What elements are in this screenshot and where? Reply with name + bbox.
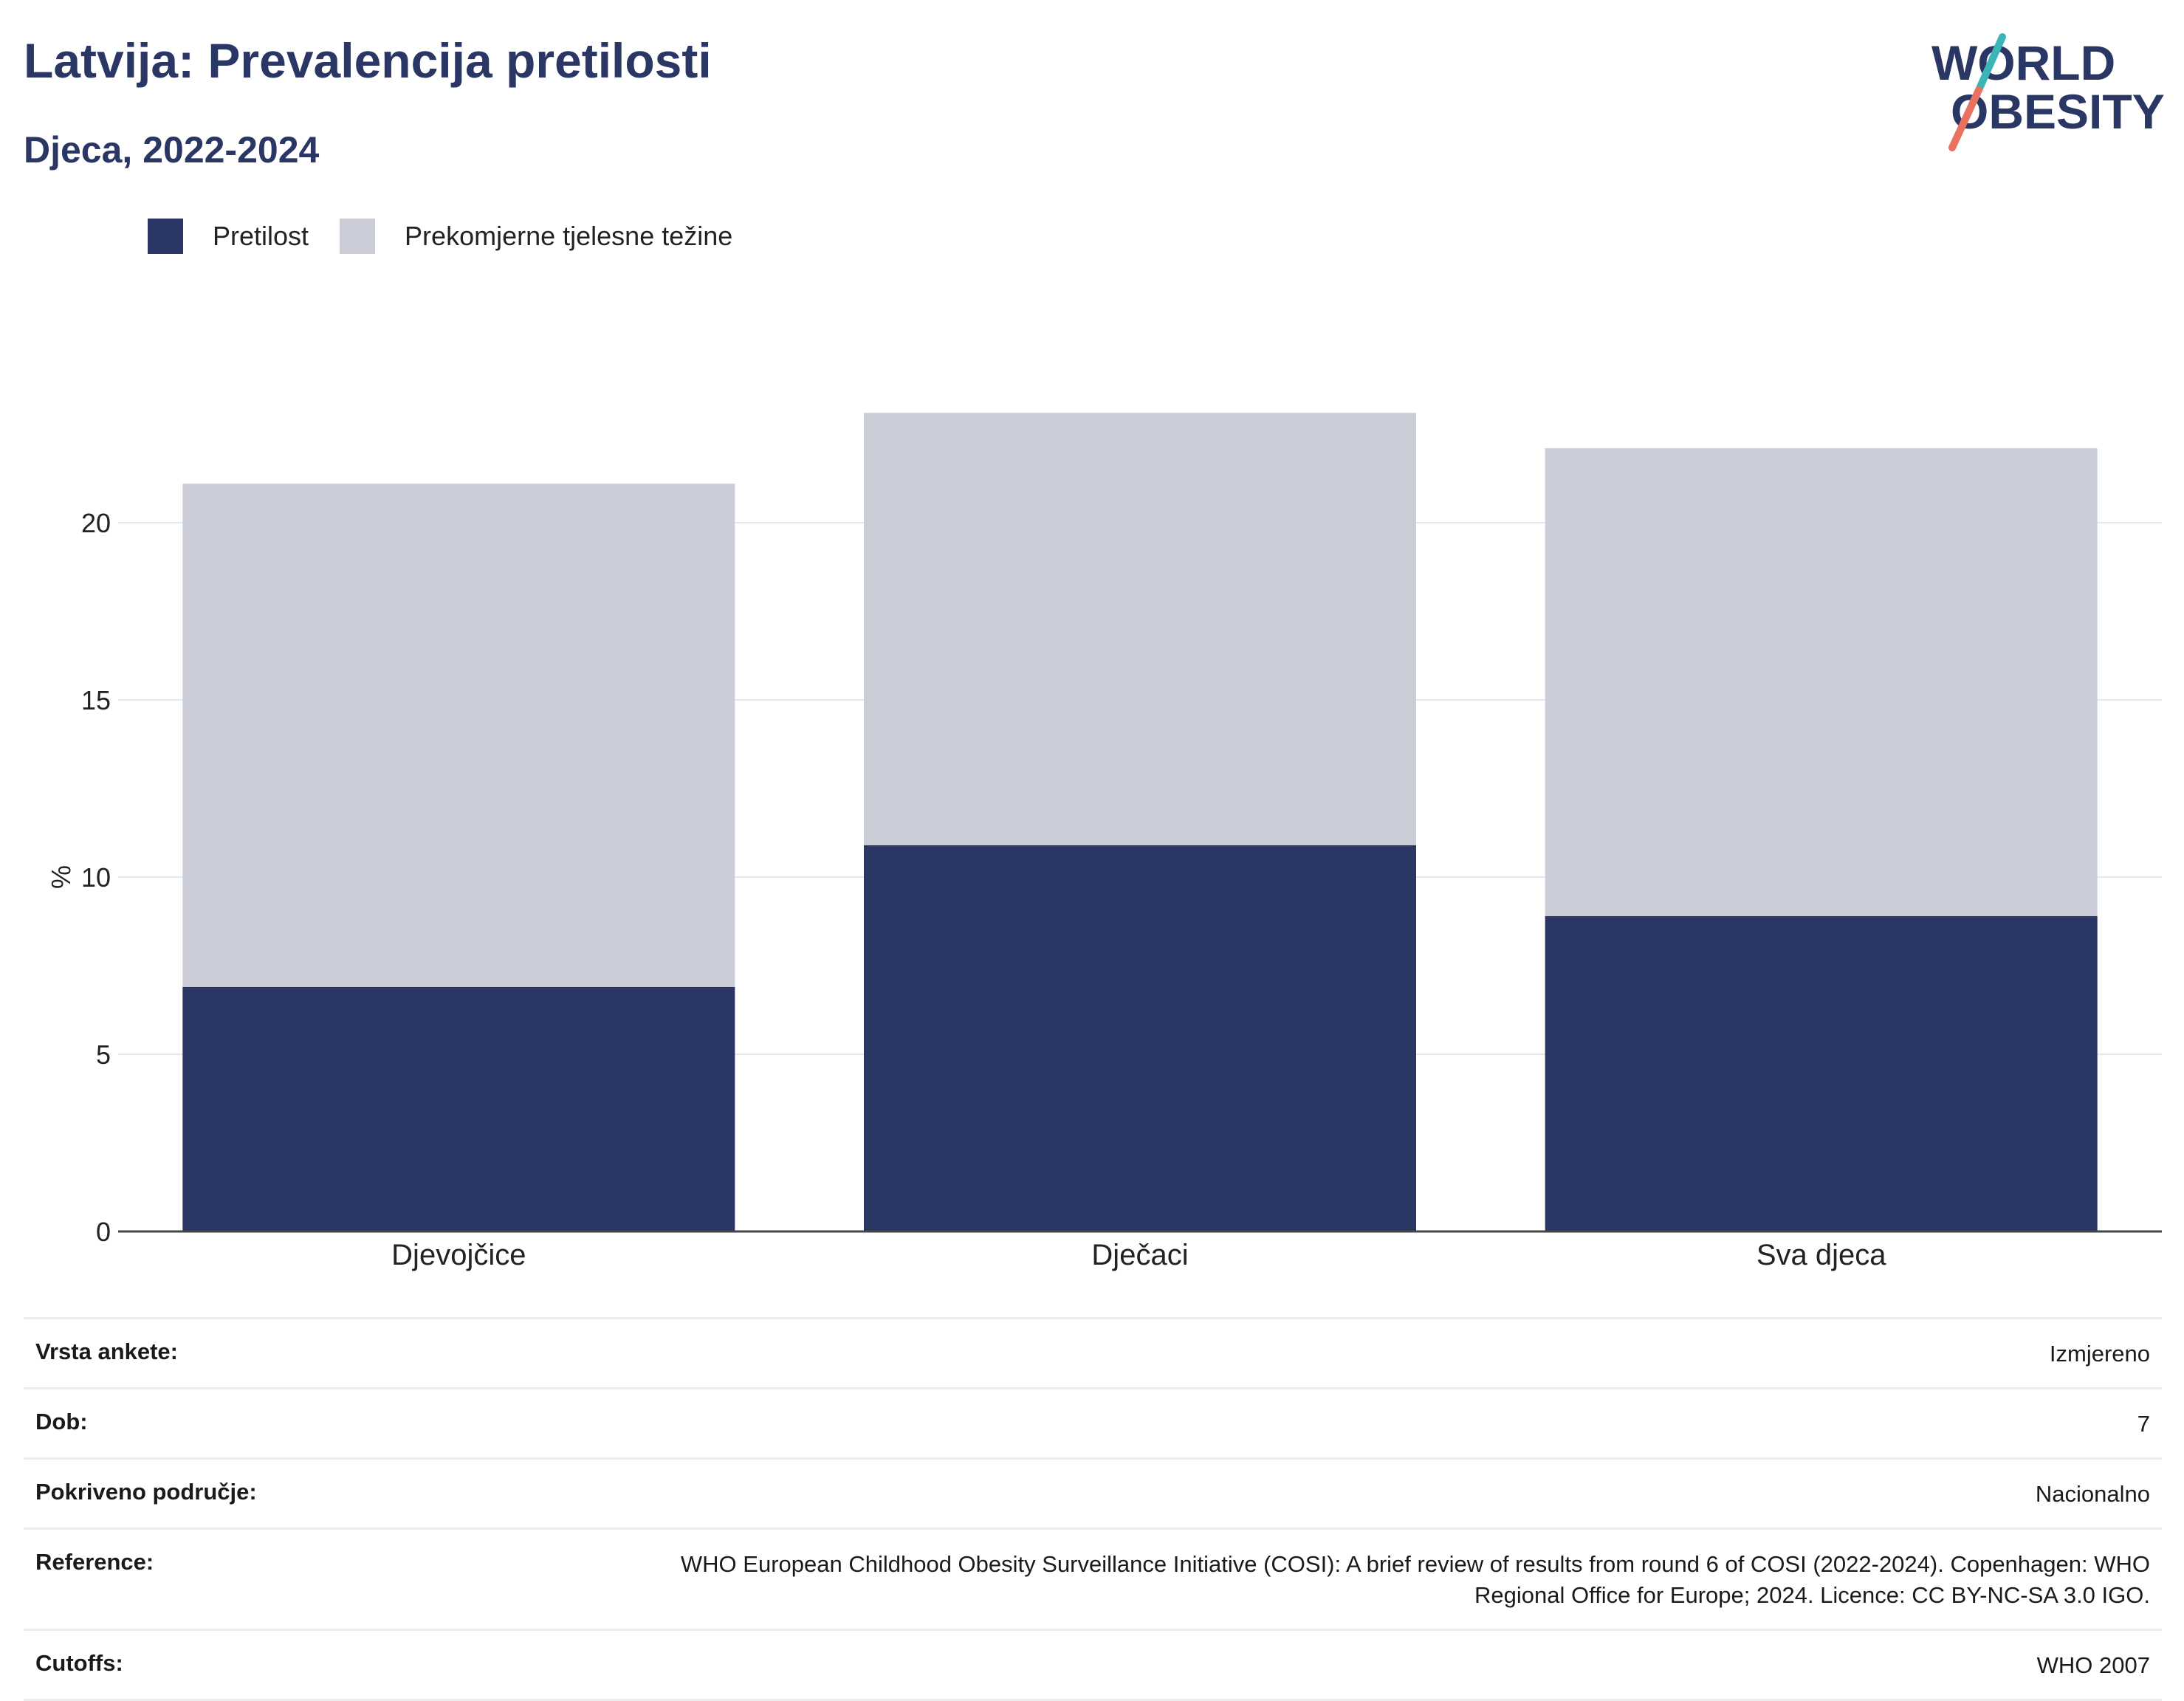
world-obesity-logo: WORLD OBESITY bbox=[1931, 33, 2165, 151]
meta-label: Vrsta ankete: bbox=[35, 1339, 178, 1364]
meta-value: Izmjereno bbox=[2049, 1341, 2150, 1367]
meta-value: WHO 2007 bbox=[2036, 1652, 2150, 1678]
page-subtitle: Djeca, 2022-2024 bbox=[24, 129, 320, 171]
legend-swatch-obesity bbox=[148, 219, 183, 254]
axes: 0 5 10 15 20 Djevojčice Dječaci Sva djeca% bbox=[46, 508, 2162, 1271]
y-tick-label: 0 bbox=[96, 1217, 111, 1247]
bar-overweight[interactable] bbox=[182, 484, 735, 987]
legend-item-overweight[interactable]: Prekomjerne tjelesne težine bbox=[340, 219, 732, 254]
bar-obesity[interactable] bbox=[864, 845, 1416, 1231]
meta-row-survey-type: Vrsta ankete: Izmjereno bbox=[24, 1317, 2162, 1387]
meta-label: Dob: bbox=[35, 1409, 88, 1434]
meta-label: Reference: bbox=[35, 1549, 154, 1575]
metadata-table: Vrsta ankete: Izmjereno Dob: 7 Pokriveno… bbox=[24, 1317, 2162, 1701]
x-tick-label: Djevojčice bbox=[391, 1239, 526, 1271]
logo-slash-coral bbox=[1948, 86, 1982, 151]
meta-value: WHO European Childhood Obesity Surveilla… bbox=[680, 1551, 2150, 1608]
bar-overweight[interactable] bbox=[1545, 448, 2098, 916]
x-tick-label: Dječaci bbox=[1091, 1239, 1188, 1271]
bars bbox=[182, 413, 2098, 1231]
meta-label: Cutoffs: bbox=[35, 1650, 123, 1676]
y-tick-label: 5 bbox=[96, 1040, 111, 1070]
meta-row-age: Dob: 7 bbox=[24, 1387, 2162, 1457]
bar-obesity[interactable] bbox=[1545, 915, 2098, 1231]
meta-row-cutoffs: Cutoffs: WHO 2007 bbox=[24, 1629, 2162, 1701]
legend-label-overweight: Prekomjerne tjelesne težine bbox=[405, 221, 733, 251]
y-tick-label: 15 bbox=[81, 685, 111, 715]
legend-swatch-overweight bbox=[340, 219, 376, 254]
logo-line2: OBESITY bbox=[1951, 84, 2165, 139]
logo-line1: WORLD bbox=[1931, 35, 2115, 90]
meta-value: 7 bbox=[2137, 1411, 2150, 1437]
stacked-bar-chart: 0 5 10 15 20 Djevojčice Dječaci Sva djeca% bbox=[46, 413, 2162, 1271]
legend-label-obesity: Pretilost bbox=[213, 221, 309, 251]
meta-row-reference: Reference: WHO European Childhood Obesit… bbox=[24, 1528, 2162, 1629]
y-tick-label: 20 bbox=[81, 508, 111, 538]
meta-value: Nacionalno bbox=[2035, 1481, 2150, 1507]
meta-label: Pokriveno područje: bbox=[35, 1479, 257, 1505]
bar-obesity[interactable] bbox=[182, 986, 735, 1231]
chart-legend: Pretilost Prekomjerne tjelesne težine bbox=[148, 219, 763, 254]
bar-overweight[interactable] bbox=[864, 413, 1416, 845]
legend-item-obesity[interactable]: Pretilost bbox=[148, 219, 309, 254]
logo-slash-teal bbox=[1975, 33, 2006, 94]
y-tick-label: 10 bbox=[81, 862, 111, 893]
y-axis-label: % bbox=[46, 865, 76, 889]
page-title: Latvija: Prevalencija pretilosti bbox=[24, 33, 712, 88]
meta-row-coverage: Pokriveno područje: Nacionalno bbox=[24, 1457, 2162, 1528]
x-tick-label: Sva djeca bbox=[1757, 1239, 1886, 1271]
